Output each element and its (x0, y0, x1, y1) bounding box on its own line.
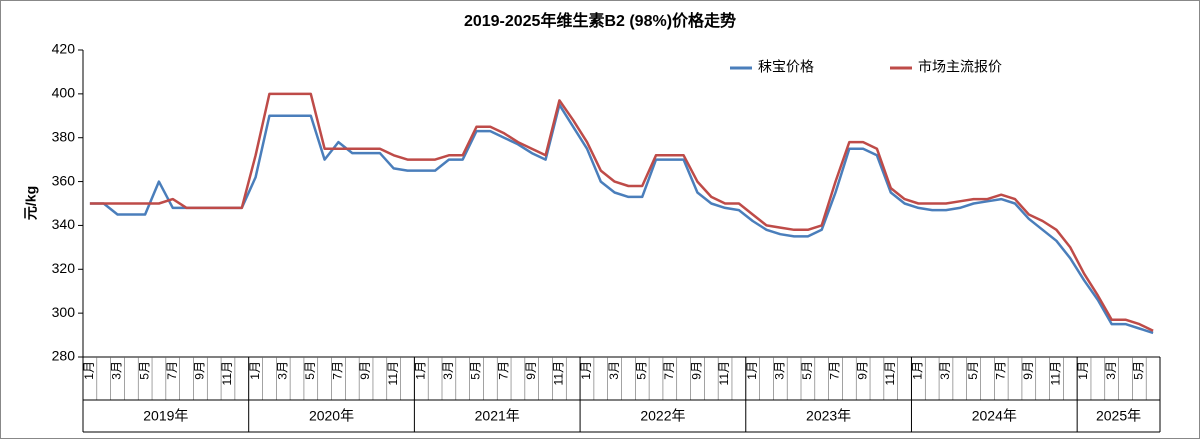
x-tick-label: 11月 (717, 361, 731, 385)
group-label: 2022年 (640, 408, 685, 424)
y-tick-label: 280 (52, 348, 76, 364)
x-tick-label: 11月 (386, 361, 400, 385)
x-tick-label: 1月 (1076, 361, 1090, 380)
y-axis-label: 元/kg (23, 186, 39, 220)
x-tick-label: 1月 (82, 361, 96, 380)
x-tick-label: 5月 (469, 361, 483, 380)
x-tick-label: 1月 (413, 361, 427, 380)
x-tick-label: 5月 (303, 361, 317, 380)
group-label: 2025年 (1096, 408, 1141, 424)
legend-label: 秣宝价格 (758, 59, 814, 75)
group-label: 2020年 (309, 408, 354, 424)
x-tick-label: 7月 (331, 361, 345, 380)
x-tick-label: 5月 (800, 361, 814, 380)
x-tick-label: 1月 (579, 361, 593, 380)
y-tick-label: 360 (52, 172, 76, 188)
x-tick-label: 5月 (966, 361, 980, 380)
x-tick-label: 3月 (772, 361, 786, 380)
x-tick-label: 7月 (165, 361, 179, 380)
x-tick-label: 9月 (358, 361, 372, 380)
x-tick-label: 3月 (607, 361, 621, 380)
y-tick-label: 340 (52, 216, 76, 232)
x-tick-label: 9月 (690, 361, 704, 380)
x-tick-label: 7月 (828, 361, 842, 380)
series-line (89, 103, 1154, 335)
y-tick-label: 300 (52, 304, 76, 320)
x-tick-label: 1月 (745, 361, 759, 380)
x-tick-label: 1月 (911, 361, 925, 380)
group-label: 2019年 (143, 408, 188, 424)
x-tick-label: 3月 (275, 361, 289, 380)
x-tick-label: 9月 (193, 361, 207, 380)
chart-title: 2019-2025年维生素B2 (98%)价格走势 (464, 11, 736, 30)
x-tick-label: 3月 (110, 361, 124, 380)
y-tick-label: 400 (52, 85, 76, 101)
y-tick-label: 320 (52, 260, 76, 276)
group-label: 2021年 (475, 408, 520, 424)
group-label: 2024年 (972, 408, 1017, 424)
y-tick-label: 380 (52, 128, 76, 144)
series-line (89, 92, 1154, 332)
y-tick-label: 420 (52, 41, 76, 57)
x-tick-label: 5月 (634, 361, 648, 380)
legend-label: 市场主流报价 (918, 59, 1002, 75)
x-tick-label: 9月 (855, 361, 869, 380)
x-tick-label: 7月 (496, 361, 510, 380)
x-tick-label: 3月 (1104, 361, 1118, 380)
x-tick-label: 7月 (993, 361, 1007, 380)
x-tick-label: 1月 (248, 361, 262, 380)
x-tick-label: 7月 (662, 361, 676, 380)
x-tick-label: 5月 (1131, 361, 1145, 380)
x-tick-label: 9月 (1021, 361, 1035, 380)
x-tick-label: 11月 (552, 361, 566, 385)
x-tick-label: 11月 (1049, 361, 1063, 385)
x-tick-label: 9月 (524, 361, 538, 380)
x-tick-label: 5月 (137, 361, 151, 380)
x-tick-label: 3月 (441, 361, 455, 380)
x-tick-label: 3月 (938, 361, 952, 380)
x-tick-label: 11月 (220, 361, 234, 385)
x-tick-label: 11月 (883, 361, 897, 385)
group-label: 2023年 (806, 408, 851, 424)
